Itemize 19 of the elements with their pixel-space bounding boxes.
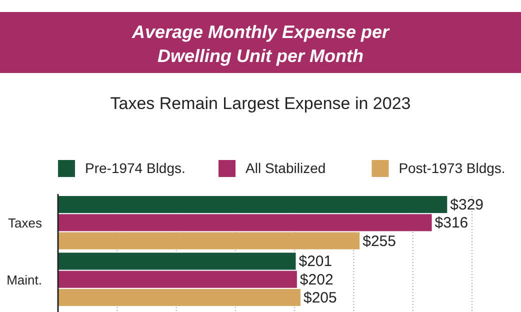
- bar: [58, 288, 300, 306]
- y-tick-label: Taxes: [8, 216, 42, 231]
- bar: [58, 196, 448, 214]
- data-label: $255: [362, 232, 396, 250]
- bar: [58, 270, 297, 288]
- chart-title: Average Monthly Expense per Dwelling Unit per Month: [130, 22, 390, 66]
- data-label: $205: [303, 289, 337, 306]
- bar: [58, 214, 432, 232]
- legend-label: Post-1973 Bldgs.: [398, 160, 506, 176]
- data-label: $329: [450, 196, 484, 214]
- bar: [58, 252, 296, 270]
- legend-label: Pre-1974 Bldgs.: [85, 160, 186, 176]
- data-label: $316: [434, 214, 468, 232]
- data-label: $201: [298, 253, 332, 270]
- y-tick-label: Maint.: [6, 272, 42, 288]
- data-label: $202: [300, 271, 334, 288]
- chart-subtitle: Taxes Remain Largest Expense in 2023: [110, 94, 411, 113]
- legend-label: All Stabilized: [246, 160, 326, 176]
- bar: [58, 232, 360, 250]
